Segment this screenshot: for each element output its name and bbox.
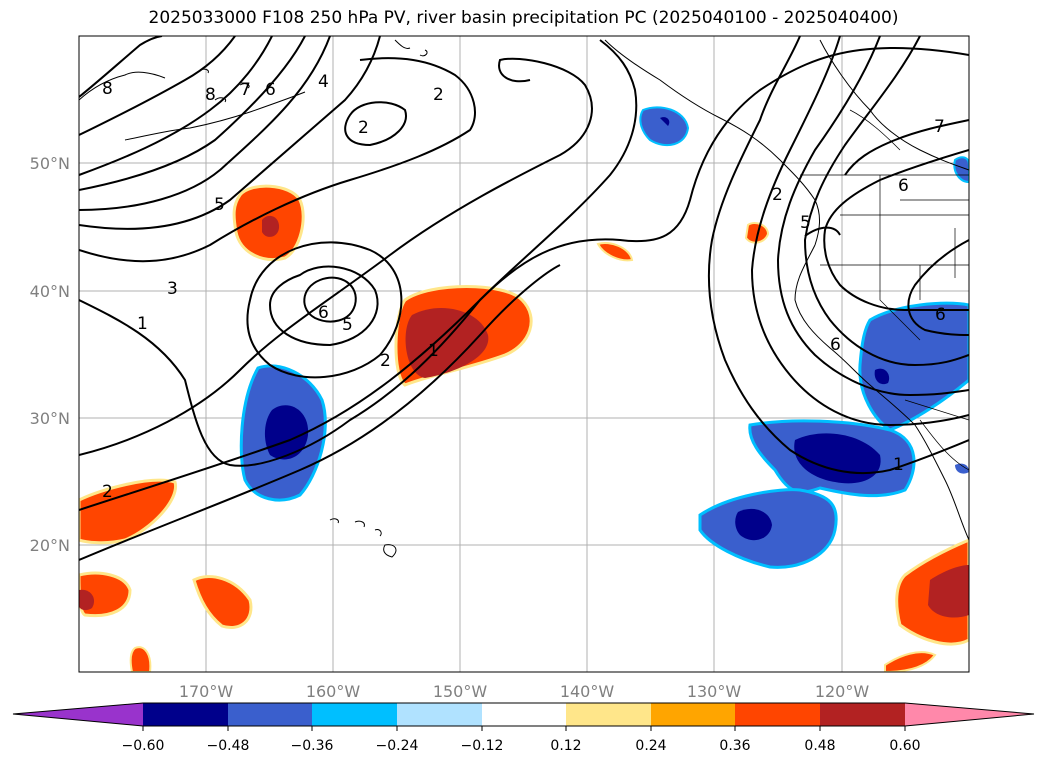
contour-label: 8 — [102, 79, 113, 99]
pv-contours — [79, 36, 969, 561]
lon-label: 120°W — [815, 682, 870, 701]
colorbar-segment — [651, 703, 735, 726]
contour-label: 8 — [205, 85, 216, 105]
contour-label: 2 — [380, 351, 391, 371]
contour-label: 5 — [342, 315, 353, 335]
positive-precipitation-pc — [79, 184, 969, 672]
lon-label: 160°W — [306, 682, 361, 701]
contour-label: 1 — [137, 314, 148, 334]
lon-label: 150°W — [433, 682, 488, 701]
colorbar-tick: 0.24 — [635, 738, 666, 754]
contour-label: 1 — [893, 455, 904, 475]
contour-label: 7 — [240, 80, 251, 100]
contour-label: 5 — [800, 213, 811, 233]
lon-label: 140°W — [560, 682, 615, 701]
map-title: 2025033000 F108 250 hPa PV, river basin … — [148, 8, 899, 28]
colorbar-segment — [397, 703, 482, 726]
contour-label: 2 — [772, 185, 783, 205]
colorbar-tick: 0.48 — [804, 738, 835, 754]
contour-label: 7 — [934, 117, 945, 137]
map-frame — [78, 35, 970, 673]
contour-label: 2 — [102, 482, 113, 502]
colorbar-segment — [482, 703, 566, 726]
colorbar-tick: −0.12 — [461, 738, 504, 754]
contour-label: 6 — [935, 305, 946, 325]
colorbar-segment — [143, 703, 228, 726]
contour-label: 6 — [318, 303, 329, 323]
colorbar-segment — [228, 703, 312, 726]
contour-labels: 8 8 7 6 4 2 2 5 3 6 5 2 1 1 2 7 6 5 2 6 … — [102, 72, 946, 502]
lat-label: 20°N — [30, 536, 70, 555]
contour-label: 2 — [358, 118, 369, 138]
colorbar-extend-low — [13, 703, 143, 726]
lat-label: 50°N — [30, 154, 70, 173]
colorbar-segment — [735, 703, 820, 726]
lat-label: 30°N — [30, 409, 70, 428]
contour-label: 6 — [830, 335, 841, 355]
contour-label: 6 — [265, 80, 276, 100]
colorbar-tick: −0.24 — [376, 738, 419, 754]
negative-precipitation-pc — [239, 106, 969, 569]
contour-label: 2 — [433, 85, 444, 105]
colorbar-tick: 0.36 — [719, 738, 750, 754]
lon-label: 170°W — [179, 682, 234, 701]
colorbar-tick: −0.36 — [291, 738, 334, 754]
longitude-labels: 170°W 160°W 150°W 140°W 130°W 120°W — [179, 682, 870, 701]
colorbar-tick: −0.60 — [122, 738, 165, 754]
colorbar: −0.60 −0.48 −0.36 −0.24 −0.12 0.12 0.24 … — [12, 702, 1035, 754]
colorbar-tick: 0.12 — [550, 738, 581, 754]
contour-label: 1 — [428, 341, 439, 361]
colorbar-tick: −0.48 — [207, 738, 250, 754]
contour-label: 5 — [214, 195, 225, 215]
colorbar-segment — [566, 703, 651, 726]
latitude-labels: 50°N 40°N 30°N 20°N — [30, 154, 70, 555]
colorbar-segment — [820, 703, 905, 726]
colorbar-extend-high — [905, 703, 1034, 726]
lat-label: 40°N — [30, 282, 70, 301]
contour-label: 3 — [167, 279, 178, 299]
colorbar-segment — [312, 703, 397, 726]
contour-label: 6 — [898, 176, 909, 196]
contour-label: 4 — [318, 72, 329, 92]
lon-label: 130°W — [687, 682, 742, 701]
colorbar-tick-marks — [142, 726, 906, 731]
colorbar-tick: 0.60 — [889, 738, 920, 754]
